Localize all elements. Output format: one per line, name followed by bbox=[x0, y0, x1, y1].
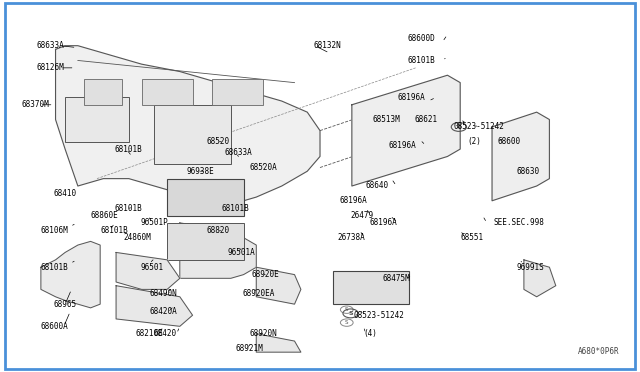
Text: 68820: 68820 bbox=[207, 226, 230, 235]
Text: 68106M: 68106M bbox=[41, 226, 68, 235]
Polygon shape bbox=[492, 112, 549, 201]
Polygon shape bbox=[180, 223, 256, 278]
Text: 68420A: 68420A bbox=[149, 307, 177, 316]
Text: 68921M: 68921M bbox=[236, 344, 264, 353]
FancyBboxPatch shape bbox=[333, 271, 409, 304]
Text: S: S bbox=[345, 320, 349, 325]
Text: 68101B: 68101B bbox=[115, 145, 143, 154]
Text: 68600D: 68600D bbox=[408, 34, 436, 43]
Text: S: S bbox=[456, 124, 461, 129]
Text: 68410: 68410 bbox=[54, 189, 77, 198]
Text: 68196A: 68196A bbox=[389, 141, 417, 150]
Text: 68132N: 68132N bbox=[314, 41, 341, 50]
Text: 68513M: 68513M bbox=[372, 115, 400, 124]
FancyBboxPatch shape bbox=[84, 79, 122, 105]
FancyBboxPatch shape bbox=[167, 179, 244, 215]
Text: 24860M: 24860M bbox=[124, 233, 152, 242]
FancyBboxPatch shape bbox=[154, 105, 231, 164]
Text: 26479: 26479 bbox=[351, 211, 374, 220]
Text: S: S bbox=[345, 307, 349, 312]
Text: 68860E: 68860E bbox=[91, 211, 118, 220]
Text: 96501A: 96501A bbox=[228, 248, 255, 257]
Text: 68101B: 68101B bbox=[221, 203, 249, 213]
Polygon shape bbox=[41, 241, 100, 308]
Text: 68126M: 68126M bbox=[36, 63, 64, 72]
Text: 68370M: 68370M bbox=[22, 100, 49, 109]
Polygon shape bbox=[116, 253, 180, 289]
Polygon shape bbox=[256, 334, 301, 352]
Text: 68196A: 68196A bbox=[370, 218, 397, 227]
Text: A680*0P6R: A680*0P6R bbox=[578, 347, 620, 356]
Text: (2): (2) bbox=[468, 137, 482, 146]
Text: 68920N: 68920N bbox=[250, 329, 278, 338]
Text: (4): (4) bbox=[364, 329, 377, 338]
Text: 68920EA: 68920EA bbox=[243, 289, 275, 298]
Polygon shape bbox=[116, 286, 193, 326]
Text: 26738A: 26738A bbox=[338, 233, 365, 242]
Text: 08523-51242: 08523-51242 bbox=[454, 122, 505, 131]
Text: 68101B: 68101B bbox=[115, 203, 143, 213]
FancyBboxPatch shape bbox=[167, 223, 244, 260]
Polygon shape bbox=[524, 260, 556, 297]
Text: 68640: 68640 bbox=[366, 182, 389, 190]
Text: 68420: 68420 bbox=[153, 329, 176, 338]
Text: 96991S: 96991S bbox=[516, 263, 544, 272]
Text: 68210E: 68210E bbox=[135, 329, 163, 338]
FancyBboxPatch shape bbox=[212, 79, 262, 105]
Text: 68920E: 68920E bbox=[251, 270, 279, 279]
Text: 68600: 68600 bbox=[497, 137, 520, 146]
Text: SEE.SEC.998: SEE.SEC.998 bbox=[493, 218, 544, 227]
Text: 68630: 68630 bbox=[516, 167, 540, 176]
Text: 68196A: 68196A bbox=[339, 196, 367, 205]
Text: 68600A: 68600A bbox=[41, 322, 68, 331]
Text: 68633A: 68633A bbox=[36, 41, 64, 50]
Polygon shape bbox=[352, 75, 460, 186]
Text: 96501P: 96501P bbox=[140, 218, 168, 227]
Text: 96938E: 96938E bbox=[186, 167, 214, 176]
Text: 68101B: 68101B bbox=[100, 226, 128, 235]
Text: 68520: 68520 bbox=[207, 137, 230, 146]
FancyBboxPatch shape bbox=[141, 79, 193, 105]
Text: 68965: 68965 bbox=[54, 300, 77, 309]
Text: 68101B: 68101B bbox=[408, 56, 436, 65]
Text: 68621: 68621 bbox=[414, 115, 437, 124]
Text: 68551: 68551 bbox=[460, 233, 483, 242]
Text: 96501: 96501 bbox=[140, 263, 163, 272]
Polygon shape bbox=[256, 267, 301, 304]
Text: 68101B: 68101B bbox=[41, 263, 68, 272]
Text: S: S bbox=[348, 311, 353, 316]
Polygon shape bbox=[56, 46, 320, 205]
Text: 68520A: 68520A bbox=[250, 163, 278, 172]
Text: 68490N: 68490N bbox=[149, 289, 177, 298]
Text: 68196A: 68196A bbox=[397, 93, 426, 102]
Text: 08523-51242: 08523-51242 bbox=[353, 311, 404, 320]
Text: 68475M: 68475M bbox=[383, 274, 410, 283]
Text: 68633A: 68633A bbox=[225, 148, 252, 157]
FancyBboxPatch shape bbox=[65, 97, 129, 142]
